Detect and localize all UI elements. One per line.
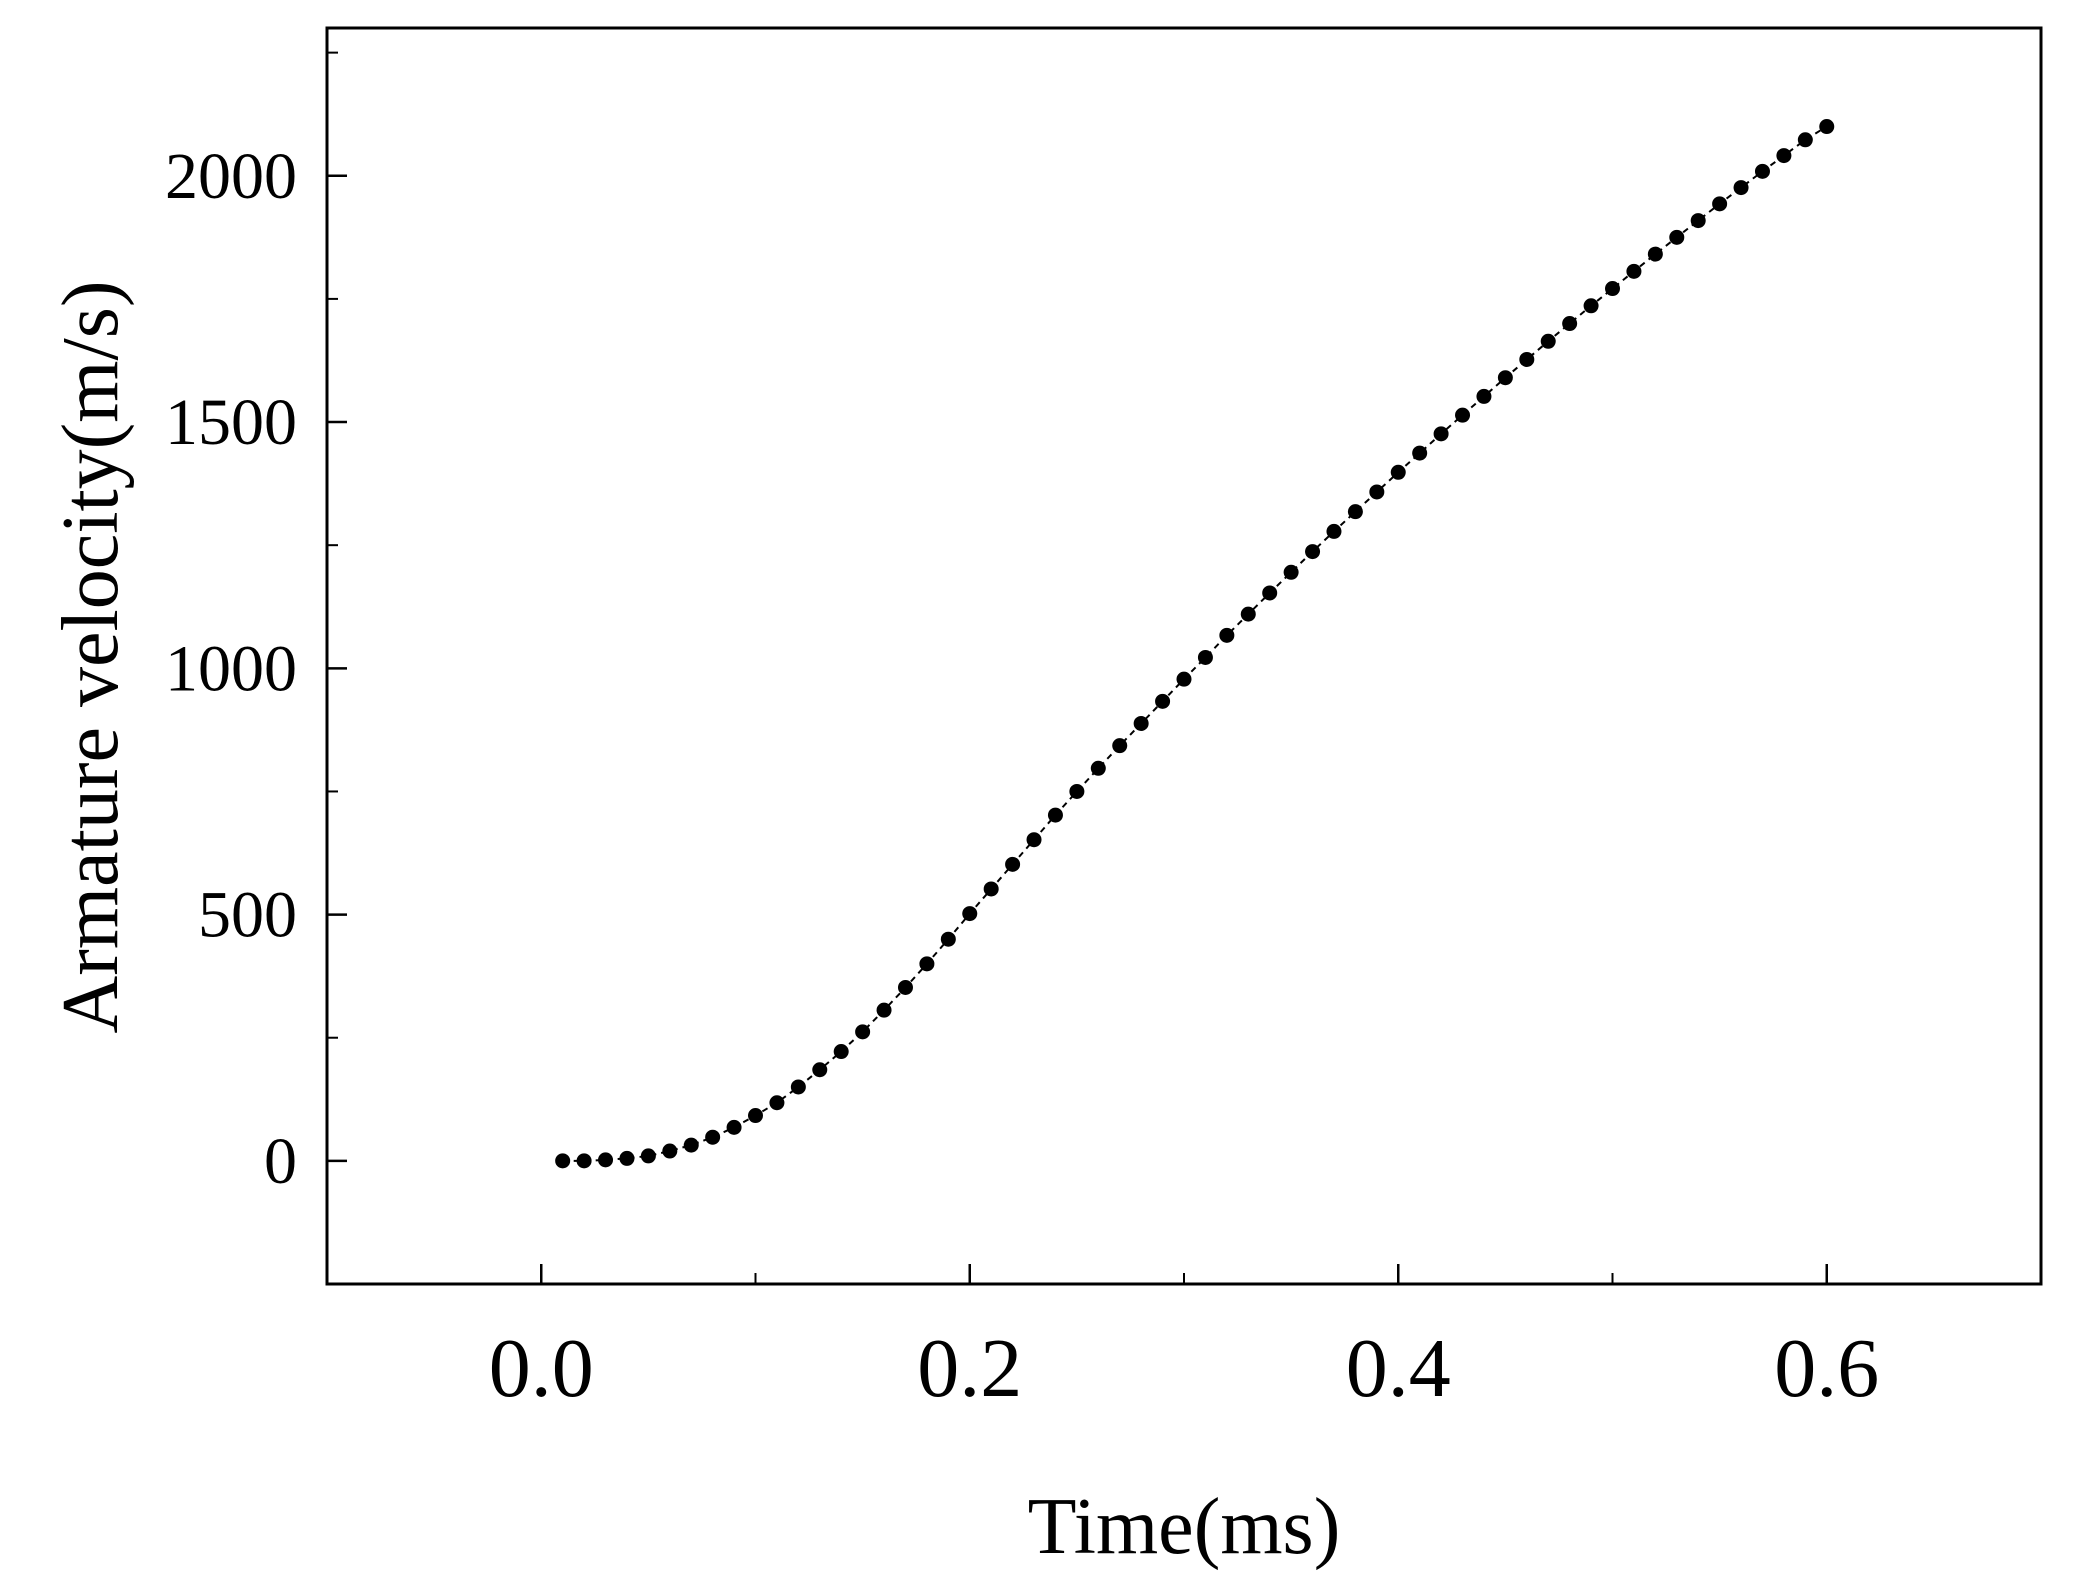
data-point bbox=[555, 1153, 571, 1169]
data-point bbox=[1005, 856, 1021, 872]
data-point bbox=[1562, 316, 1578, 332]
data-point bbox=[1690, 213, 1706, 229]
data-point bbox=[962, 906, 978, 922]
data-point bbox=[1476, 388, 1492, 404]
plot-frame bbox=[325, 26, 2043, 1286]
data-point bbox=[1326, 523, 1342, 539]
data-point bbox=[598, 1152, 614, 1168]
data-point bbox=[1519, 351, 1535, 367]
x-tick-label: 0.4 bbox=[1346, 1322, 1451, 1415]
data-point bbox=[790, 1079, 806, 1095]
data-point bbox=[1047, 807, 1063, 823]
data-point bbox=[855, 1024, 871, 1040]
data-point bbox=[1754, 163, 1770, 179]
data-point bbox=[1155, 693, 1171, 709]
data-point bbox=[1069, 783, 1085, 799]
y-tick-label: 1000 bbox=[165, 632, 297, 705]
data-point bbox=[1626, 263, 1642, 279]
data-point bbox=[1455, 407, 1471, 423]
data-point bbox=[683, 1137, 699, 1153]
data-point bbox=[1412, 445, 1428, 461]
data-point bbox=[1647, 246, 1663, 262]
x-axis-title: Time(ms) bbox=[1028, 1483, 1341, 1571]
data-point bbox=[1583, 298, 1599, 314]
data-point bbox=[769, 1095, 785, 1111]
data-point bbox=[1497, 370, 1513, 386]
data-point bbox=[726, 1119, 742, 1135]
y-axis-title: Armature velocity(m/s) bbox=[47, 280, 135, 1033]
data-point bbox=[1283, 564, 1299, 580]
data-point bbox=[1819, 119, 1835, 135]
data-point bbox=[748, 1108, 763, 1124]
data-point bbox=[1605, 281, 1620, 297]
data-point bbox=[640, 1148, 656, 1164]
x-axis: 0.0 0.2 0.4 0.6 bbox=[489, 1264, 1879, 1415]
data-point bbox=[576, 1153, 592, 1169]
data-point bbox=[1540, 333, 1556, 349]
y-axis: 0 500 1000 1500 2000 bbox=[165, 51, 347, 1285]
data-point bbox=[1240, 606, 1256, 622]
data-point bbox=[1305, 544, 1321, 560]
data-point bbox=[1733, 180, 1749, 196]
data-point bbox=[897, 979, 913, 995]
data-point bbox=[662, 1143, 678, 1159]
x-tick-label: 0.2 bbox=[917, 1322, 1022, 1415]
data-point bbox=[1026, 832, 1042, 848]
y-tick-label: 2000 bbox=[165, 140, 297, 213]
data-point bbox=[1390, 464, 1406, 480]
data-point bbox=[1197, 649, 1213, 665]
data-point bbox=[940, 931, 956, 947]
data-point bbox=[1133, 715, 1149, 731]
data-point bbox=[1776, 148, 1792, 164]
y-tick-label: 1500 bbox=[165, 386, 297, 459]
data-point bbox=[1433, 426, 1449, 442]
y-tick-label: 500 bbox=[198, 879, 297, 952]
data-point bbox=[1797, 132, 1813, 148]
data-point bbox=[876, 1002, 892, 1018]
data-point bbox=[812, 1062, 828, 1078]
y-tick-label: 0 bbox=[264, 1125, 297, 1198]
data-point bbox=[1347, 504, 1363, 520]
data-point bbox=[1176, 671, 1192, 687]
data-point bbox=[1262, 585, 1278, 601]
series-points bbox=[555, 119, 1835, 1169]
data-point bbox=[1669, 229, 1685, 245]
data-point bbox=[705, 1129, 721, 1145]
data-point bbox=[1112, 738, 1128, 754]
x-tick-label: 0.6 bbox=[1774, 1322, 1879, 1415]
data-point bbox=[919, 956, 935, 972]
x-tick-label: 0.0 bbox=[489, 1322, 594, 1415]
data-point bbox=[1090, 760, 1106, 776]
data-point bbox=[1369, 484, 1385, 500]
data-point bbox=[983, 881, 999, 897]
data-point bbox=[1712, 196, 1728, 212]
data-point bbox=[1219, 627, 1235, 643]
series-connector-line bbox=[562, 125, 1828, 1162]
data-point bbox=[833, 1044, 849, 1060]
data-point bbox=[619, 1150, 635, 1166]
